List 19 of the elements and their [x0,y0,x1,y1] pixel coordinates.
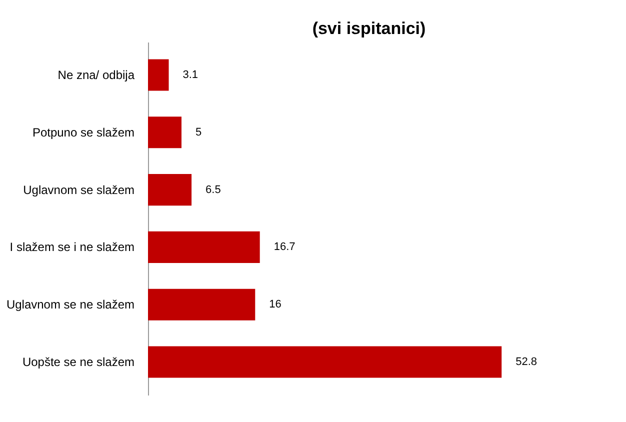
y-tick-label: Uopšte se ne slažem [22,354,134,369]
bar [148,346,502,378]
bar [148,59,169,91]
y-tick-label: Potpuno se slažem [32,125,134,140]
y-tick-label: Uglavnom se slažem [23,182,135,197]
y-tick-label: Ne zna/ odbija [58,68,135,82]
bar [148,288,256,320]
bar [148,231,260,263]
chart-title: (svi ispitanici) [312,19,426,38]
y-tick-label: Uglavnom se ne slažem [6,298,134,312]
data-label: 52.8 [516,356,538,368]
y-tick-label: I slažem se i ne slažem [10,240,134,254]
data-label: 5 [195,126,202,138]
bar [148,174,192,206]
data-label: 16 [269,298,282,311]
bar [148,116,182,148]
data-label: 6.5 [206,184,221,196]
data-label: 16.7 [274,241,296,254]
data-label: 3.1 [182,69,198,82]
